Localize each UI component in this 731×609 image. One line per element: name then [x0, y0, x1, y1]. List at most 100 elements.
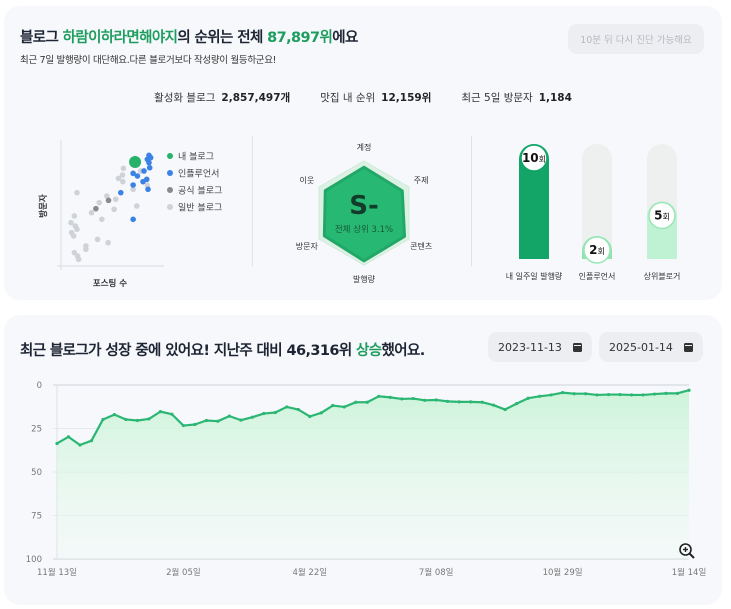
data-point [434, 398, 438, 402]
zoom-in-icon[interactable] [678, 542, 696, 560]
y-tick-label: 75 [31, 512, 42, 522]
scatter-point [130, 186, 136, 193]
data-point [285, 405, 289, 409]
legend-marker [167, 187, 173, 193]
data-point [515, 402, 519, 406]
title-prefix: 블로그 [20, 30, 63, 46]
data-point [388, 395, 392, 399]
data-point [66, 435, 71, 439]
data-point [538, 394, 542, 398]
rank-trend-card: 최근 블로그가 성장 중에 있어요! 지난주 대비 46,316위 상승했어요.… [4, 315, 722, 605]
data-point [112, 412, 117, 417]
scatter-point [130, 182, 136, 188]
data-point [124, 417, 128, 422]
trend-title-suffix: 했어요. [381, 343, 426, 359]
data-point [492, 403, 496, 407]
y-tick-label: 0 [37, 381, 42, 391]
scatter-point [105, 197, 112, 204]
scatter-point [71, 213, 78, 219]
data-point [273, 410, 277, 415]
line-area [57, 390, 689, 559]
data-point [503, 407, 507, 412]
bar-track [582, 144, 612, 259]
bar-value: 2회 [589, 243, 605, 257]
data-point [55, 441, 59, 446]
scatter-point [140, 178, 146, 185]
data-point [365, 400, 369, 404]
x-tick-label: 7월 08일 [419, 567, 454, 578]
page-title: 블로그 하람이하라면해야지의 순위는 전체 87,897위에요 [20, 26, 358, 47]
data-point [296, 407, 300, 412]
data-point [675, 391, 680, 395]
scatter-point [133, 203, 140, 209]
line-series [56, 389, 690, 447]
data-point [216, 419, 220, 423]
bar-category-label: 인플루언서 [579, 271, 616, 281]
x-tick-label: 4월 22일 [293, 567, 328, 578]
data-point [377, 394, 381, 398]
stat-category-rank: 맛집 내 순위 12,159위 [320, 90, 431, 105]
scatter-point [120, 178, 126, 185]
bar-value: 5회 [654, 209, 670, 223]
radar-axis-label: 계정 [357, 142, 372, 152]
data-point [606, 392, 611, 397]
data-point [526, 396, 530, 400]
data-point [135, 418, 140, 423]
scatter-point [93, 205, 99, 212]
radar-axis-label: 발행량 [353, 274, 376, 284]
bar-value-badge [583, 236, 611, 264]
data-point [239, 418, 243, 422]
scatter-point [130, 170, 136, 177]
scatter-point [141, 168, 147, 174]
data-point [469, 400, 473, 404]
legend-marker [167, 153, 173, 159]
legend-label: 내 블로그 [178, 152, 214, 163]
stat-value: 1,184 [538, 92, 572, 104]
end-date-picker[interactable]: 2025-01-14 [599, 332, 703, 362]
bar-category-label: 내 일주일 발행량 [506, 271, 563, 281]
scatter-point [129, 155, 142, 168]
trend-title-prefix: 최근 블로그가 성장 중에 있어요! 지난주 대비 [20, 343, 287, 359]
legend-label: 공식 블로그 [178, 186, 222, 197]
x-tick-label: 2월 05일 [166, 567, 201, 578]
scatter-point [96, 199, 103, 206]
stat-label: 활성화 블로그 [154, 92, 216, 104]
retry-diagnosis-button[interactable]: 10분 뒤 다시 진단 가능해요 [568, 24, 704, 54]
start-date-picker[interactable]: 2023-11-13 [488, 332, 592, 362]
scatter-point [115, 175, 122, 182]
bar [519, 144, 549, 259]
data-point [101, 417, 105, 422]
scatter-point [74, 226, 80, 233]
radar-axis-label: 방문자 [296, 241, 319, 251]
scatter-point [146, 159, 152, 166]
scatter-point [111, 206, 117, 213]
y-axis-label: 방문자 [38, 194, 49, 218]
scatter-point [88, 209, 95, 216]
scatter-point [75, 256, 82, 263]
stat-label: 최근 5일 방문자 [461, 92, 533, 104]
data-point [423, 398, 427, 402]
data-point [583, 392, 588, 396]
y-tick-label: 50 [31, 468, 42, 478]
grade-caption: 전체 상위 3.1% [335, 224, 393, 235]
scatter-point [130, 216, 136, 223]
blog-name: 하람이하라면해야지 [62, 30, 178, 46]
stat-visitors: 최근 5일 방문자 1,184 [461, 90, 572, 105]
calendar-icon [573, 342, 582, 352]
legend-label: 일반 블로그 [178, 203, 222, 214]
data-point [480, 400, 484, 404]
data-point [170, 412, 174, 416]
data-point [572, 392, 576, 396]
data-point [549, 393, 553, 397]
end-date: 2025-01-14 [609, 340, 673, 354]
radar-axis-label: 콘텐츠 [410, 241, 432, 251]
stat-active-blogs: 활성화 블로그 2,857,497개 [154, 90, 290, 105]
x-tick-label: 11월 13일 [37, 567, 77, 578]
divider [252, 136, 253, 266]
scatter-point [145, 186, 151, 193]
data-point [78, 443, 82, 447]
scatter-point [112, 196, 119, 203]
